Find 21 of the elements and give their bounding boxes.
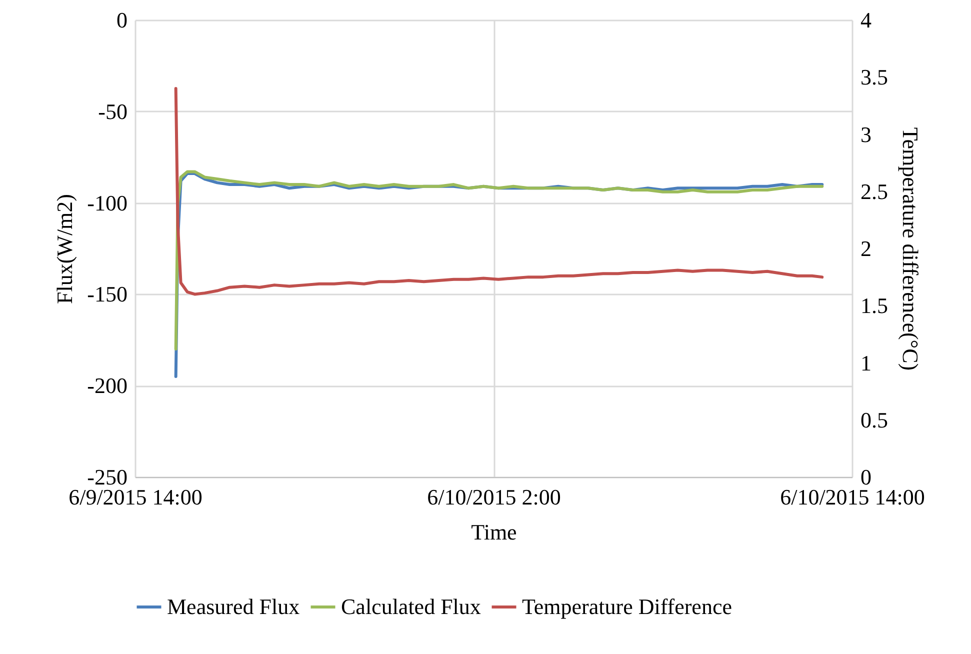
y2-tick-label: 1.5 (860, 293, 888, 318)
x-tick-label: 6/10/2015 2:00 (427, 484, 561, 510)
y2-tick-label: 1 (860, 350, 872, 376)
y-axis-title: Flux(W/m2) (52, 194, 78, 304)
y2-tick-label: 3 (860, 122, 872, 147)
y-tick-label: -100 (87, 190, 128, 216)
y-tick-label: 0 (116, 8, 128, 32)
y2-tick-label: 4 (860, 8, 872, 32)
y2-tick-label: 2 (860, 236, 872, 261)
legend-label: Calculated Flux (341, 594, 481, 619)
y2-tick-label: 3.5 (860, 64, 888, 90)
y2-axis-title: Temperature difference(°C) (898, 127, 923, 371)
y-tick-label: -200 (87, 373, 128, 398)
x-axis-title: Time (471, 520, 517, 544)
line-series (174, 87, 824, 296)
legend-label: Temperature Difference (522, 594, 732, 619)
legend-label: Measured Flux (167, 594, 300, 619)
y-tick-label: -150 (87, 282, 128, 307)
y2-tick-label: 0.5 (860, 407, 888, 432)
y-tick-label: -50 (98, 98, 128, 124)
y2-tick-label: 2.5 (860, 178, 888, 204)
